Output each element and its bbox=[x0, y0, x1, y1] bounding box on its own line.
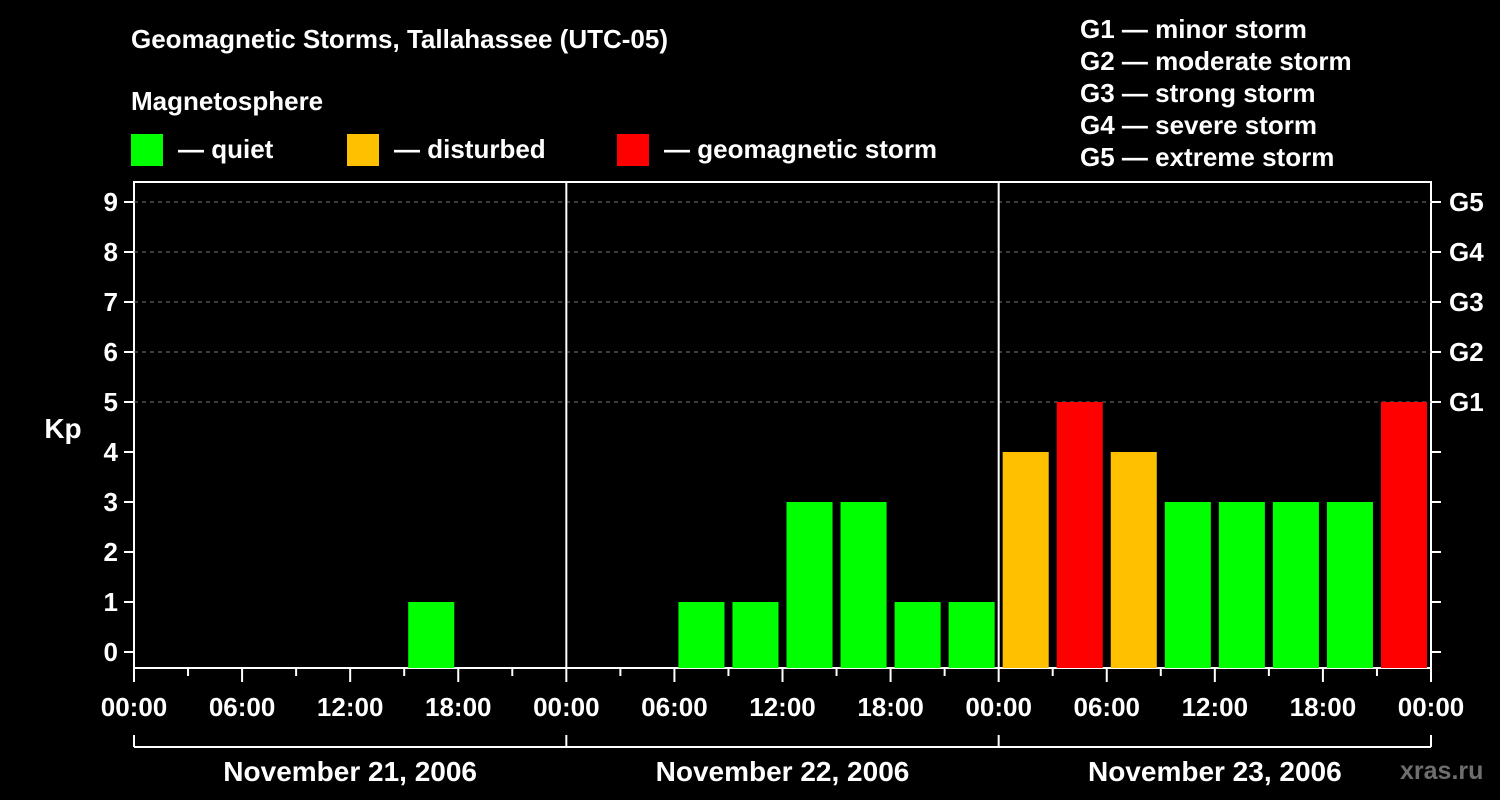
y-tick-label: 3 bbox=[104, 487, 118, 517]
chart-title: Geomagnetic Storms, Tallahassee (UTC-05) bbox=[131, 24, 669, 54]
y-tick-label: 4 bbox=[104, 437, 119, 467]
g-level-label: G2 bbox=[1449, 337, 1484, 367]
x-tick-label: 06:00 bbox=[1074, 692, 1141, 722]
g-level-label: G5 bbox=[1449, 187, 1484, 217]
x-tick-label: 00:00 bbox=[533, 692, 600, 722]
kp-bar bbox=[1326, 502, 1373, 668]
storm-scale-g2: G2 — moderate storm bbox=[1080, 46, 1352, 76]
storm-scale-g5: G5 — extreme storm bbox=[1080, 142, 1335, 172]
y-tick-label: 7 bbox=[104, 287, 118, 317]
x-tick-label: 06:00 bbox=[209, 692, 276, 722]
y-tick-label: 2 bbox=[104, 537, 118, 567]
legend-swatch-disturbed bbox=[347, 134, 379, 166]
y-axis-label: Kp bbox=[44, 413, 81, 444]
legend-swatch-storm bbox=[617, 134, 649, 166]
legend-swatch-quiet bbox=[131, 134, 163, 166]
kp-bar bbox=[1272, 502, 1319, 668]
x-tick-label: 00:00 bbox=[965, 692, 1032, 722]
x-tick-label: 00:00 bbox=[101, 692, 168, 722]
g-level-label: G3 bbox=[1449, 287, 1484, 317]
x-tick-label: 18:00 bbox=[857, 692, 924, 722]
x-tick-label: 06:00 bbox=[641, 692, 708, 722]
x-tick-label: 12:00 bbox=[749, 692, 816, 722]
y-tick-label: 6 bbox=[104, 337, 118, 367]
storm-scale-g4: G4 — severe storm bbox=[1080, 110, 1318, 140]
x-tick-label: 18:00 bbox=[425, 692, 492, 722]
kp-bar bbox=[1110, 452, 1157, 668]
x-tick-label: 18:00 bbox=[1290, 692, 1357, 722]
legend-label-disturbed: — disturbed bbox=[394, 134, 546, 164]
kp-bar bbox=[1002, 452, 1049, 668]
kp-bar bbox=[1164, 502, 1211, 668]
kp-bar bbox=[1218, 502, 1265, 668]
g-level-label: G4 bbox=[1449, 237, 1484, 267]
kp-bar bbox=[894, 602, 941, 668]
x-tick-label: 12:00 bbox=[317, 692, 384, 722]
y-tick-label: 0 bbox=[104, 637, 118, 667]
kp-bar bbox=[732, 602, 779, 668]
y-tick-label: 8 bbox=[104, 237, 118, 267]
kp-bar bbox=[678, 602, 725, 668]
kp-bar bbox=[948, 602, 995, 668]
day-label: November 21, 2006 bbox=[223, 756, 477, 787]
kp-bar bbox=[1056, 402, 1103, 668]
day-label: November 22, 2006 bbox=[656, 756, 910, 787]
y-tick-label: 9 bbox=[104, 187, 118, 217]
chart-subtitle: Magnetosphere bbox=[131, 86, 324, 116]
x-tick-label: 12:00 bbox=[1182, 692, 1249, 722]
y-tick-label: 5 bbox=[104, 387, 118, 417]
y-tick-label: 1 bbox=[104, 587, 118, 617]
kp-bar bbox=[408, 602, 455, 668]
storm-scale-g1: G1 — minor storm bbox=[1080, 14, 1307, 44]
x-tick-label: 00:00 bbox=[1398, 692, 1465, 722]
legend-label-storm: — geomagnetic storm bbox=[664, 134, 938, 164]
g-level-label: G1 bbox=[1449, 387, 1484, 417]
kp-bar bbox=[840, 502, 887, 668]
kp-bar bbox=[1380, 402, 1427, 668]
watermark: xras.ru bbox=[1400, 757, 1484, 785]
day-label: November 23, 2006 bbox=[1088, 756, 1342, 787]
storm-scale-g3: G3 — strong storm bbox=[1080, 78, 1316, 108]
legend-label-quiet: — quiet bbox=[178, 134, 274, 164]
kp-bar bbox=[786, 502, 833, 668]
